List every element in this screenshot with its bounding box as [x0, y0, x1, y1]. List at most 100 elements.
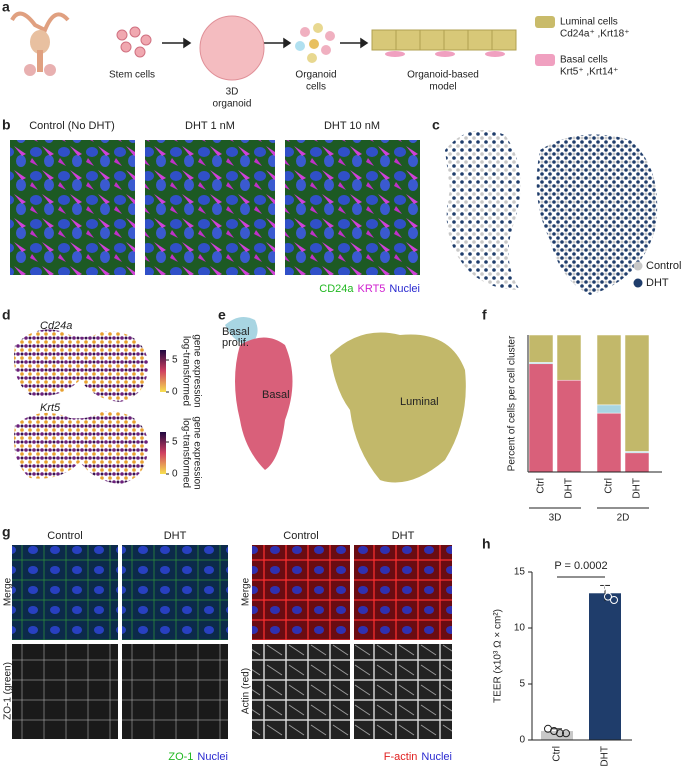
- data-point: [556, 729, 564, 738]
- bar-segment: [624, 334, 650, 452]
- p-value: P = 0.0002: [554, 560, 607, 572]
- step-label: 3D: [226, 87, 239, 98]
- micrograph: [12, 644, 118, 739]
- organoid-cells: [295, 23, 335, 63]
- micrograph-title: DHT 1 nM: [185, 120, 235, 132]
- stain-legend: F-actin Nuclei: [384, 751, 452, 763]
- stem-cells: [116, 26, 152, 58]
- bar-segment: [596, 404, 622, 414]
- bar-segment: [596, 412, 622, 473]
- bar: [589, 593, 621, 740]
- stain-label: ZO-1: [168, 751, 193, 763]
- micrograph: [252, 545, 350, 640]
- anatomy-icon: [10, 11, 70, 76]
- column-title: DHT: [392, 530, 415, 542]
- step-label: organoid: [213, 99, 252, 110]
- stain-legend: ZO-1 Nuclei: [168, 751, 228, 763]
- legend-text: DHT: [646, 277, 669, 289]
- row-label: Actin (red): [241, 668, 252, 714]
- y-tick-label: 5: [519, 679, 525, 690]
- column-title: Control: [283, 530, 318, 542]
- row-label: ZO-1 (green): [3, 662, 14, 720]
- legend-text: Krt5⁺ ,Krt14⁺: [560, 67, 618, 78]
- cluster-basal-prolif: [225, 316, 258, 345]
- x-tick-label: DHT: [600, 746, 611, 766]
- step-label: cells: [306, 82, 326, 93]
- micrograph: [285, 140, 420, 275]
- cluster-basal: [235, 337, 293, 470]
- micrograph: [145, 140, 275, 275]
- stain-label: KRT5: [358, 283, 386, 295]
- umap-control-cluster: [445, 130, 521, 290]
- row-label: Merge: [241, 577, 252, 606]
- y-axis-label: Percent of cells per cell cluster: [507, 335, 518, 471]
- x-tick-label: DHT: [564, 478, 575, 499]
- cluster-label: Luminal: [400, 396, 439, 408]
- colorbar-label: log-transformed: [180, 336, 191, 406]
- legend-marker: [633, 278, 643, 288]
- gene-label: Krt5: [40, 402, 61, 414]
- bar-segment: [528, 363, 554, 473]
- colorbar-label: gene expression: [191, 334, 202, 407]
- micrograph: [354, 545, 452, 640]
- colorbar-tick-label: 5: [172, 355, 178, 366]
- umap-cd24a: [14, 329, 149, 402]
- step-label: Stem cells: [109, 70, 155, 81]
- colorbar-tick-label: 0: [172, 469, 178, 480]
- micrograph: [354, 644, 452, 739]
- row-label: Merge: [3, 577, 14, 606]
- micrograph: [12, 545, 118, 640]
- panel-label: d: [2, 307, 11, 323]
- y-tick-label: 0: [519, 735, 525, 746]
- step-label: model: [429, 82, 456, 93]
- column-title: DHT: [164, 530, 187, 542]
- stain-label: F-actin: [384, 751, 418, 763]
- cluster-luminal: [330, 332, 466, 483]
- stain-label: Nuclei: [197, 751, 228, 763]
- step-label: Organoid-based: [407, 70, 479, 81]
- micrograph-title: DHT 10 nM: [324, 120, 380, 132]
- micrograph: [252, 644, 350, 739]
- colorbar: [160, 432, 166, 474]
- colorbar-label: log-transformed: [180, 418, 191, 488]
- stain-legend: CD24a KRT5 Nuclei: [319, 283, 420, 295]
- micrograph: [10, 140, 135, 275]
- umap-dht-cluster: [536, 134, 658, 295]
- panel-label: f: [482, 307, 487, 323]
- panel-label: h: [482, 536, 491, 552]
- y-axis-label: TEER (x10³ Ω × cm²): [493, 609, 504, 703]
- x-tick-label: Ctrl: [552, 746, 563, 762]
- bar-segment: [556, 334, 582, 381]
- panel-label: g: [2, 524, 11, 540]
- cluster-label: Basal: [222, 326, 250, 338]
- cluster-label: Basal: [262, 389, 290, 401]
- model: [371, 29, 517, 57]
- micrograph: [122, 644, 228, 739]
- stain-label: Nuclei: [389, 283, 420, 295]
- bar-segment: [528, 334, 554, 363]
- x-tick-label: DHT: [632, 478, 643, 499]
- data-point: [604, 592, 612, 601]
- panel-label: a: [2, 0, 10, 15]
- step-label: Organoid: [295, 70, 336, 81]
- organoid: [199, 15, 265, 81]
- arrows: [162, 37, 369, 49]
- x-tick-label: Ctrl: [604, 478, 615, 494]
- panel-label: b: [2, 117, 11, 133]
- umap-krt5: [14, 411, 149, 484]
- y-tick-label: 10: [514, 623, 526, 634]
- panel-label: c: [432, 117, 440, 133]
- legend-swatch: [535, 54, 555, 66]
- legend-swatch: [535, 16, 555, 28]
- micrograph-title: Control (No DHT): [29, 120, 115, 132]
- data-point: [598, 583, 606, 592]
- data-point: [592, 579, 600, 588]
- x-tick-label: Ctrl: [536, 478, 547, 494]
- legend-text: Basal cells: [560, 55, 608, 66]
- bar-segment: [596, 334, 622, 406]
- colorbar-tick-label: 5: [172, 437, 178, 448]
- gene-label: Cd24a: [40, 320, 72, 332]
- data-point: [610, 596, 618, 604]
- micrograph: [122, 545, 228, 640]
- cluster-label: prolif.: [222, 337, 249, 349]
